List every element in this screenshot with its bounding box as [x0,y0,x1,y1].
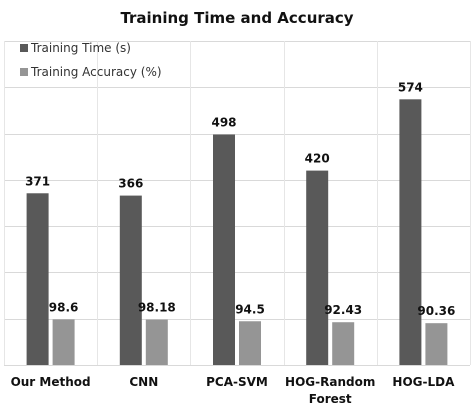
bar-series1-hog-random-forest [332,322,355,365]
legend: Training Time (s) Training Accuracy (%) [20,41,162,79]
gridlines [4,41,471,366]
data-label-series1-our-method: 98.6 [49,300,79,314]
bar-series0-hog-lda [399,99,422,365]
x-tick-label-3-1: Forest [309,392,352,406]
bar-series1-hog-lda [425,323,448,365]
bars [26,99,448,365]
data-label-series1-pca-svm: 94.5 [235,302,265,316]
bar-series1-pca-svm [239,321,261,365]
bar-series0-hog-random-forest [306,170,329,365]
x-tick-label-2-0: PCA-SVM [206,375,268,389]
legend-swatch-training-time [20,44,28,52]
legend-label-training-time: Training Time (s) [30,41,131,55]
bar-series0-pca-svm [213,134,235,365]
data-label-series0-cnn: 366 [118,177,143,191]
x-axis-tick-labels: Our Method CNN PCA-SVM HOG-Random Forest HOG-… [11,375,456,406]
bar-series1-our-method [52,319,75,365]
legend-label-training-accuracy: Training Accuracy (%) [30,65,162,79]
data-label-series0-hog-random-forest: 420 [305,152,330,166]
x-tick-label-3-0: HOG-Random [285,375,375,389]
bar-series1-cnn [145,319,168,365]
data-labels: 371 98.6 366 98.18 498 94.5 420 92.43 574 90.36 [25,80,455,318]
x-tick-label-1-0: CNN [129,375,158,389]
chart-title: Training Time and Accuracy [120,9,353,27]
x-tick-label-0-0: Our Method [11,375,91,389]
bar-series0-cnn [119,195,142,365]
legend-swatch-training-accuracy [20,68,28,76]
data-label-series0-hog-lda: 574 [398,80,423,94]
x-tick-label-4-0: HOG-LDA [392,375,455,389]
data-label-series0-pca-svm: 498 [211,115,236,129]
data-label-series1-cnn: 98.18 [138,301,176,315]
data-label-series0-our-method: 371 [25,174,50,188]
data-label-series1-hog-random-forest: 92.43 [324,303,362,317]
bar-series0-our-method [26,193,49,365]
data-label-series1-hog-lda: 90.36 [417,304,455,318]
